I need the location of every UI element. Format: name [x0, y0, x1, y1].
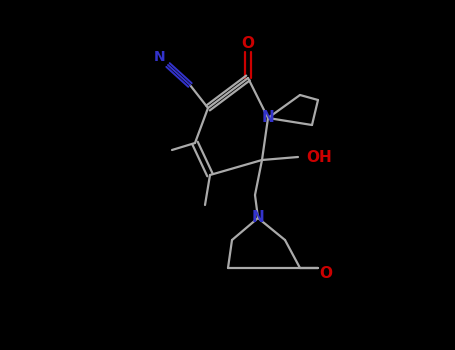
Text: O: O	[319, 266, 333, 280]
Text: N: N	[252, 210, 264, 225]
Text: N: N	[262, 111, 274, 126]
Text: O: O	[242, 36, 254, 51]
Text: OH: OH	[306, 149, 332, 164]
Text: N: N	[154, 50, 166, 64]
